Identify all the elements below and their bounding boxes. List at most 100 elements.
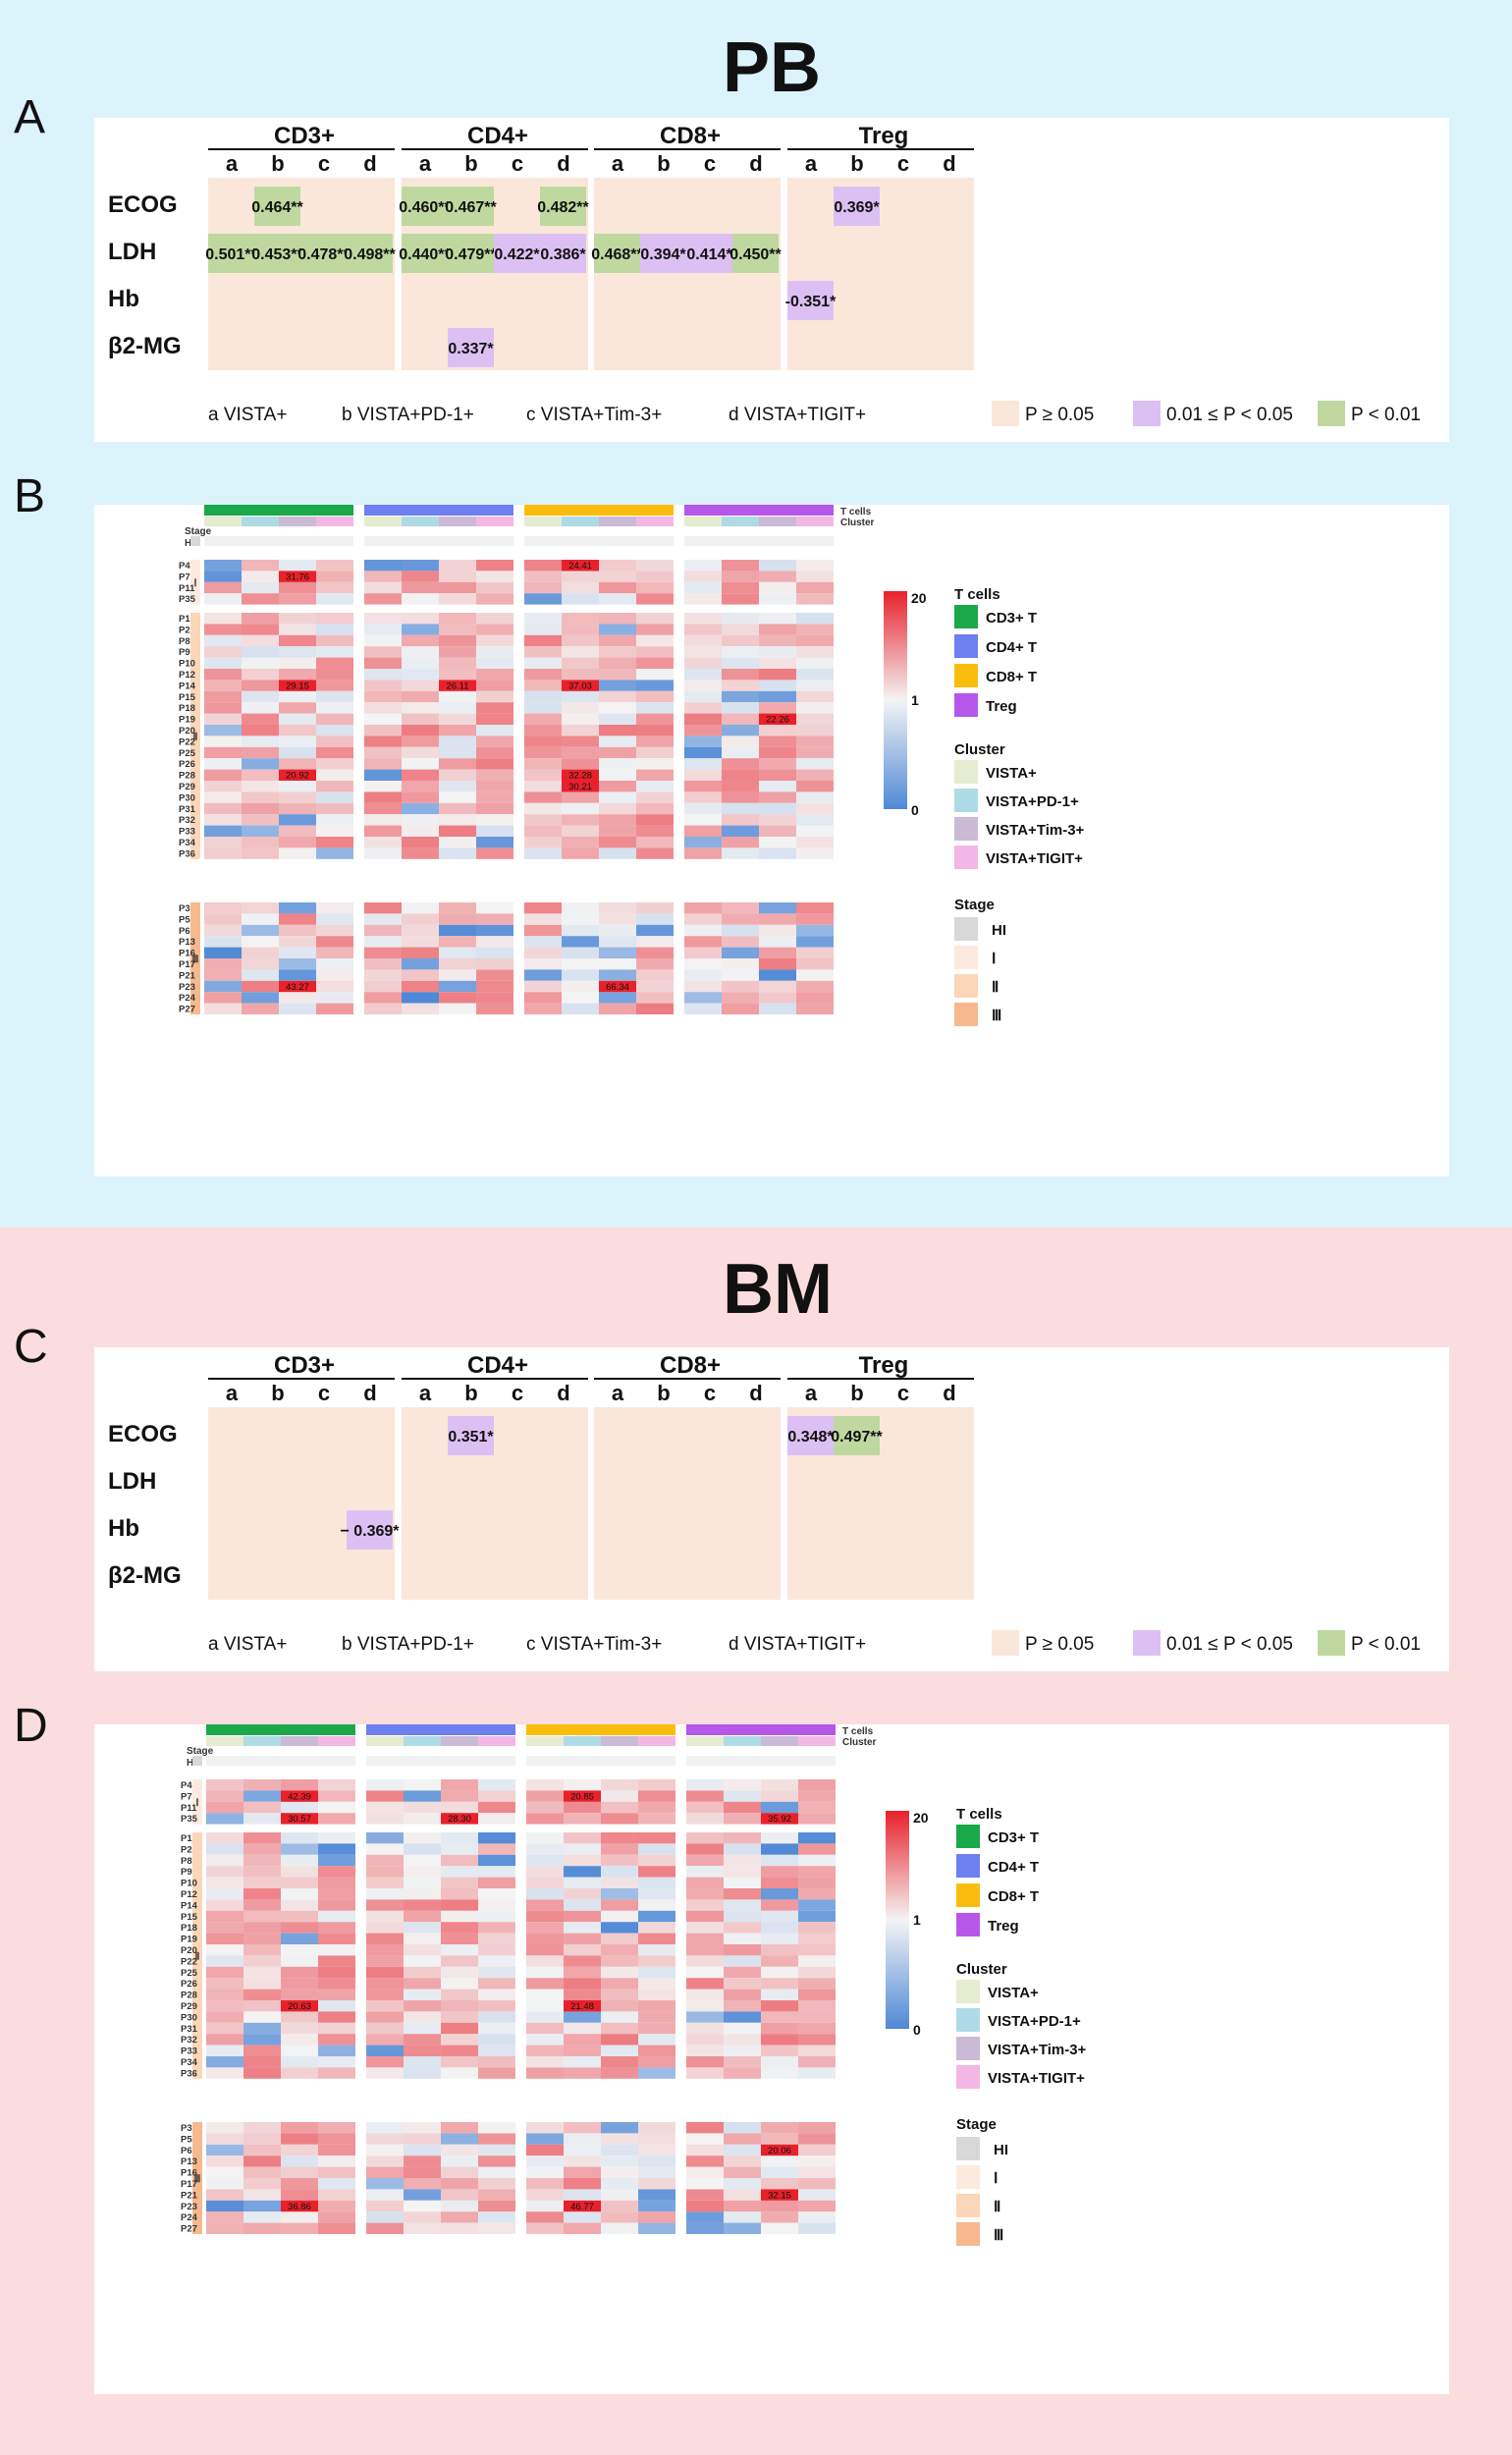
bm-hm-heat-cell	[638, 2178, 675, 2190]
bm-hm-patient-label: P14	[181, 1900, 198, 1911]
bm-hm-heat-cell	[724, 2067, 761, 2079]
bm-hm-heat-cell	[724, 1989, 761, 2000]
pb-hm-heat-cell	[364, 725, 402, 736]
pb-sig-cell	[254, 234, 300, 273]
bm-hm-heat-cell	[761, 1955, 798, 1967]
bm-hm-heat-cell	[478, 1801, 515, 1814]
bm-hm-heat-cell	[478, 1899, 515, 1911]
bm-hm-cluster-bar	[318, 1736, 355, 1746]
pb-hm-heat-cell	[316, 825, 353, 837]
pb-hm-patient-label: P23	[179, 982, 195, 993]
pb-hm-legend-cluster: VISTA+	[986, 765, 1037, 782]
pb-hm-heat-cell-high	[279, 769, 316, 781]
pb-hm-cluster-bar	[796, 517, 834, 526]
pb-hm-heat-cell	[684, 825, 722, 837]
pb-hm-patient-label: P27	[179, 1005, 195, 1015]
pb-hm-heat-cell	[599, 690, 636, 703]
pb-hm-heat-cell	[759, 837, 796, 848]
pb-hm-legend-cluster-title: Cluster	[954, 741, 1005, 758]
pb-hm-legend-tcell-swatch	[954, 605, 978, 628]
pb-hm-heat-cell	[759, 802, 796, 815]
bm-hm-heat-cell	[526, 1813, 564, 1825]
pb-hm-heat-cell	[759, 936, 796, 948]
bm-hm-heat-cell	[441, 2133, 478, 2145]
bm-hm-heat-cell	[724, 1801, 761, 1814]
pb-hm-heat-cell	[439, 980, 476, 993]
bm-hm-patient-label: P36	[181, 2068, 197, 2079]
bm-hm-heat-cell	[798, 2189, 836, 2201]
pb-hm-heat-value: 29.15	[286, 681, 309, 691]
bm-hm-heat-cell	[206, 1978, 243, 1990]
bm-hm-heat-cell	[366, 1989, 404, 2000]
bm-hm-heat-cell	[404, 1877, 441, 1888]
pb-hm-heat-cell	[759, 769, 796, 781]
pb-hm-heat-cell-high	[562, 560, 599, 572]
bm-hm-heat-cell	[724, 1779, 761, 1791]
bm-hm-heat-cell	[441, 2166, 478, 2178]
pb-hm-stage-bar	[190, 560, 200, 605]
pb-hm-heat-cell	[279, 913, 316, 925]
bm-hm-heat-cell	[686, 1843, 724, 1855]
pb-hm-stage-roman: Ⅱ	[193, 732, 198, 742]
pb-hm-heat-cell	[759, 825, 796, 837]
pb-hm-heat-cell	[476, 924, 513, 937]
pb-hm-heat-value: 22.26	[766, 715, 789, 726]
bm-hm-heat-cell	[478, 2178, 515, 2190]
bm-hm-heat-cell	[601, 2056, 638, 2068]
pb-hm-heat-cell	[364, 680, 402, 691]
bm-hm-heat-cell	[601, 2133, 638, 2145]
pb-hm-patient-label: P10	[179, 659, 195, 670]
bm-hm-heat-cell	[243, 1966, 281, 1979]
pb-hm-heat-cell	[599, 781, 636, 792]
bm-hm-heat-cell	[686, 1779, 724, 1791]
bm-hm-heat-cell	[761, 1854, 798, 1867]
pb-hm-heat-cell	[796, 746, 834, 759]
bm-hm-heat-cell	[281, 1877, 318, 1888]
pb-hm-legend-tcell: CD8+ T	[986, 669, 1037, 685]
pb-hm-heat-cell-high	[562, 680, 599, 691]
pb-hm-heat-cell	[279, 560, 316, 572]
bm-hm-heat-cell	[526, 2045, 564, 2056]
bm-hm-heat-cell	[724, 2222, 761, 2234]
bm-hm-heat-cell	[724, 1922, 761, 1934]
pb-hm-patient-label: P15	[179, 692, 196, 703]
bm-hm-heat-cell	[526, 1922, 564, 1934]
pb-hm-heat-cell	[364, 736, 402, 747]
pb-hm-heat-cell	[599, 624, 636, 635]
bm-subcol-label: c	[318, 1381, 330, 1405]
bm-hm-legend-tcell-swatch	[956, 1825, 980, 1848]
bm-legend-p05: 0.01 ≤ P < 0.05	[1166, 1634, 1293, 1655]
bm-hm-heat-cell	[243, 1877, 281, 1888]
pb-hm-heat-cell	[316, 1003, 353, 1014]
bm-hm-patient-label: P19	[181, 1935, 197, 1945]
pb-hm-heat-cell	[439, 746, 476, 759]
pb-hm-heat-cell	[684, 725, 722, 736]
bm-hm-heat-cell-high	[281, 2000, 318, 2012]
bm-hm-heat-cell	[526, 2056, 564, 2068]
bm-hm-stage-bar	[192, 1779, 202, 1825]
bm-hm-heat-cell	[404, 2189, 441, 2201]
bm-hm-heat-cell	[638, 1989, 675, 2000]
bm-hm-cluster-bar	[404, 1736, 441, 1746]
bm-hm-heat-cell	[281, 1910, 318, 1923]
pb-hm-heat-cell-high	[759, 713, 796, 725]
bm-hm-heat-cell	[441, 2200, 478, 2212]
bm-hm-heat-cell	[441, 2056, 478, 2068]
pb-hm-heat-cell	[524, 690, 562, 703]
bm-hm-heat-cell	[206, 1944, 243, 1956]
pb-hm-heat-cell	[316, 769, 353, 781]
bm-hm-scale-top: 20	[913, 1810, 929, 1826]
bm-hm-heat-cell	[281, 1866, 318, 1878]
bm-hm-patient-label: P8	[181, 1856, 192, 1867]
bm-row-label: LDH	[108, 1468, 156, 1495]
bm-hm-heat-cell	[638, 1877, 675, 1888]
pb-hm-heat-cell	[364, 802, 402, 815]
pb-hm-heat-cell	[439, 593, 476, 605]
bm-hm-heat-cell	[404, 1978, 441, 1990]
pb-hm-heat-cell	[316, 746, 353, 759]
pb-hm-heat-cell	[402, 958, 439, 970]
pb-hm-tcell-bar	[204, 505, 353, 516]
pb-hm-cluster-bar	[524, 517, 562, 526]
bm-hm-heat-cell	[638, 2133, 675, 2145]
